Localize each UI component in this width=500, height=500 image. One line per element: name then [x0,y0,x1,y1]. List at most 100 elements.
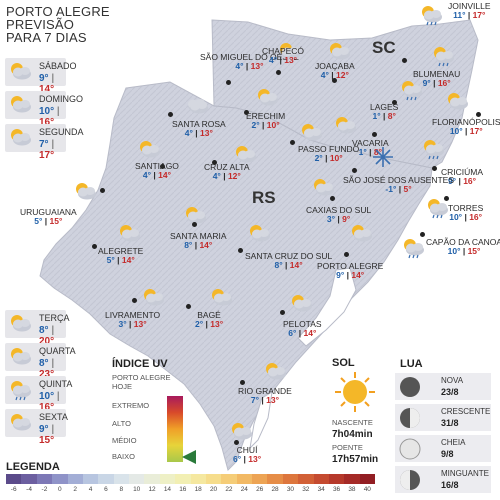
city-max: 16° [463,176,477,186]
sun-panel: SOL NASCENTE 7h04min POENTE 17h57min [332,357,394,469]
partly-cloudy-icon [310,176,336,198]
partly-cloudy-icon [182,204,208,226]
day-name: SÁBADO [39,61,77,71]
day-max: 20° [39,336,55,347]
partly-cloudy-icon [140,286,166,308]
forecast-title: PORTO ALEGRE PREVISÃO PARA 7 DIAS [6,5,110,44]
city-temps: 2° | 13° [195,319,224,329]
city-label: SANTA ROSA 4° | 13° [172,120,226,138]
city-min: 6° [233,454,242,464]
city-label: PASSO FUNDO 2° | 10° [298,145,359,163]
city-label: FLORIANÓPOLIS 10° | 17° [432,118,500,136]
partly-cloudy-icon [136,138,162,160]
city-marker [234,440,239,445]
city-temps: 4° | 13° [184,128,213,138]
day-card: SEXTA 9° | 15° [5,409,68,446]
partly-cloudy-icon [7,60,33,84]
legend-swatch [205,474,222,484]
city-name: SANTA ROSA [172,119,226,129]
moon-phase-date: 23/8 [441,387,459,397]
legend-swatch [52,474,68,484]
city-max: 13° [200,128,213,138]
legend-label: 34 [317,486,325,493]
city-min: 9° [422,78,431,88]
moon-phase-name: CHEIA [441,438,466,447]
city-min: 4° [212,171,221,181]
city-marker [226,80,231,85]
legend-label: -6 [10,486,17,493]
moon-phase-date: 16/8 [441,480,459,490]
map-lagoon [297,267,357,347]
city-max: 13° [248,454,262,464]
city-max: 8° [387,111,396,121]
city-temps: 10° | 17° [449,126,483,136]
city-name: RIO GRANDE [238,386,292,396]
city-marker [244,110,249,115]
city-label: LAGES 1° | 8° [370,103,398,121]
moon-phase-row: NOVA 23/8 [395,373,491,400]
city-min: 5° [106,255,115,265]
city-temps: 4° | 12° [320,70,349,80]
city-marker [276,70,281,75]
city-max: 15° [467,246,481,256]
city-marker [420,232,425,237]
uv-subtitle: PORTO ALEGRE [112,373,171,382]
city-name: SÃO JOSÉ DOS AUSENTES [343,175,455,185]
city-label: URUGUAIANA 5° | 15° [20,208,77,226]
legend-label: 6 [104,486,108,493]
state-label-sc: SC [372,38,396,57]
city-label: TORRES 10° | 16° [448,204,483,222]
day-card: DOMINGO 10° | 16° [5,91,83,128]
moon-phase-row: MINGUANTE 16/8 [395,466,491,493]
legend-label: 30 [286,486,295,493]
city-name: PELOTAS [283,319,322,329]
city-marker [344,252,349,257]
partly-cloudy-icon [72,180,98,202]
legend-swatch [190,474,206,484]
legend-label: 26 [256,486,264,493]
city-max: 17° [472,10,486,20]
city-min: 9° [336,270,345,280]
city-name: VACARIA [352,138,389,148]
legend-swatch [236,474,252,484]
city-name: BAGÉ [197,310,221,320]
partly-cloudy-icon [298,121,324,143]
moon-phase-name: NOVA [441,376,464,385]
city-name: SANTIAGO [135,161,179,171]
city-label: LIVRAMENTO 3° | 13° [105,311,160,329]
legend-swatch [313,474,329,484]
legend-swatch [113,474,129,484]
legend-label: 18 [194,486,202,493]
day-min: 8° [39,325,49,336]
city-min: 4° [320,70,329,80]
partly-cloudy-icon [348,222,374,244]
day-max: 16° [39,402,55,413]
city-marker [352,168,357,173]
city-name: JOINVILLE [448,1,491,11]
day-temps: 8° | 20° [39,325,55,347]
day-min: 9° [39,73,49,84]
city-max: 14° [351,270,365,280]
day-max: 23° [39,369,55,380]
rain-icon [400,236,426,259]
legend-label: 8 [119,486,124,493]
city-min: 4° [142,170,152,180]
legend-label: 40 [363,486,371,493]
day-min: 9° [39,424,49,435]
sunrise-label: NASCENTE [332,418,373,427]
city-marker [332,78,337,83]
city-temps: 5° | 15° [34,216,63,226]
rain-icon [418,3,444,26]
moon-phase-date: 9/8 [441,449,454,459]
uv-subtitle-2: HOJE [112,382,133,391]
city-name: ALEGRETE [98,246,144,256]
moon-phase-date: 31/8 [441,418,459,428]
city-name: SANTA MARIA [170,231,227,241]
day-min: 7° [39,139,49,150]
city-marker [392,100,397,105]
legend-label: 38 [348,486,356,493]
city-marker [280,310,285,315]
legend-swatch [267,474,283,484]
moon-phase-icon [400,408,420,428]
city-label: JOINVILLE 11° | 17° [448,2,491,20]
